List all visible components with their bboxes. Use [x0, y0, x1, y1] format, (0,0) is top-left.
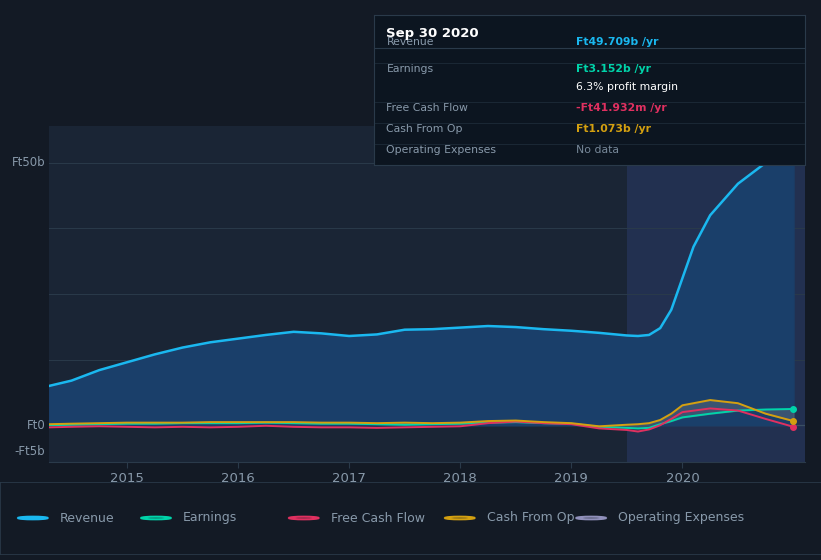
- Text: -Ft41.932m /yr: -Ft41.932m /yr: [576, 103, 667, 113]
- Text: Operating Expenses: Operating Expenses: [387, 145, 497, 155]
- Text: Ft3.152b /yr: Ft3.152b /yr: [576, 64, 651, 74]
- Text: Earnings: Earnings: [183, 511, 237, 525]
- Text: Cash From Op: Cash From Op: [487, 511, 575, 525]
- Text: Operating Expenses: Operating Expenses: [618, 511, 745, 525]
- Text: Ft1.073b /yr: Ft1.073b /yr: [576, 124, 651, 134]
- Text: Ft50b: Ft50b: [11, 156, 45, 169]
- Text: -Ft5b: -Ft5b: [15, 445, 45, 458]
- Text: Ft0: Ft0: [26, 419, 45, 432]
- Bar: [627, 126, 805, 462]
- Text: 6.3% profit margin: 6.3% profit margin: [576, 82, 678, 92]
- Text: Cash From Op: Cash From Op: [387, 124, 463, 134]
- Text: Revenue: Revenue: [60, 511, 115, 525]
- Text: Earnings: Earnings: [387, 64, 433, 74]
- Circle shape: [18, 517, 48, 519]
- Text: No data: No data: [576, 145, 619, 155]
- Text: Ft49.709b /yr: Ft49.709b /yr: [576, 37, 658, 47]
- Text: Free Cash Flow: Free Cash Flow: [387, 103, 468, 113]
- Text: Revenue: Revenue: [387, 37, 434, 47]
- Text: Free Cash Flow: Free Cash Flow: [331, 511, 424, 525]
- Text: Sep 30 2020: Sep 30 2020: [387, 27, 479, 40]
